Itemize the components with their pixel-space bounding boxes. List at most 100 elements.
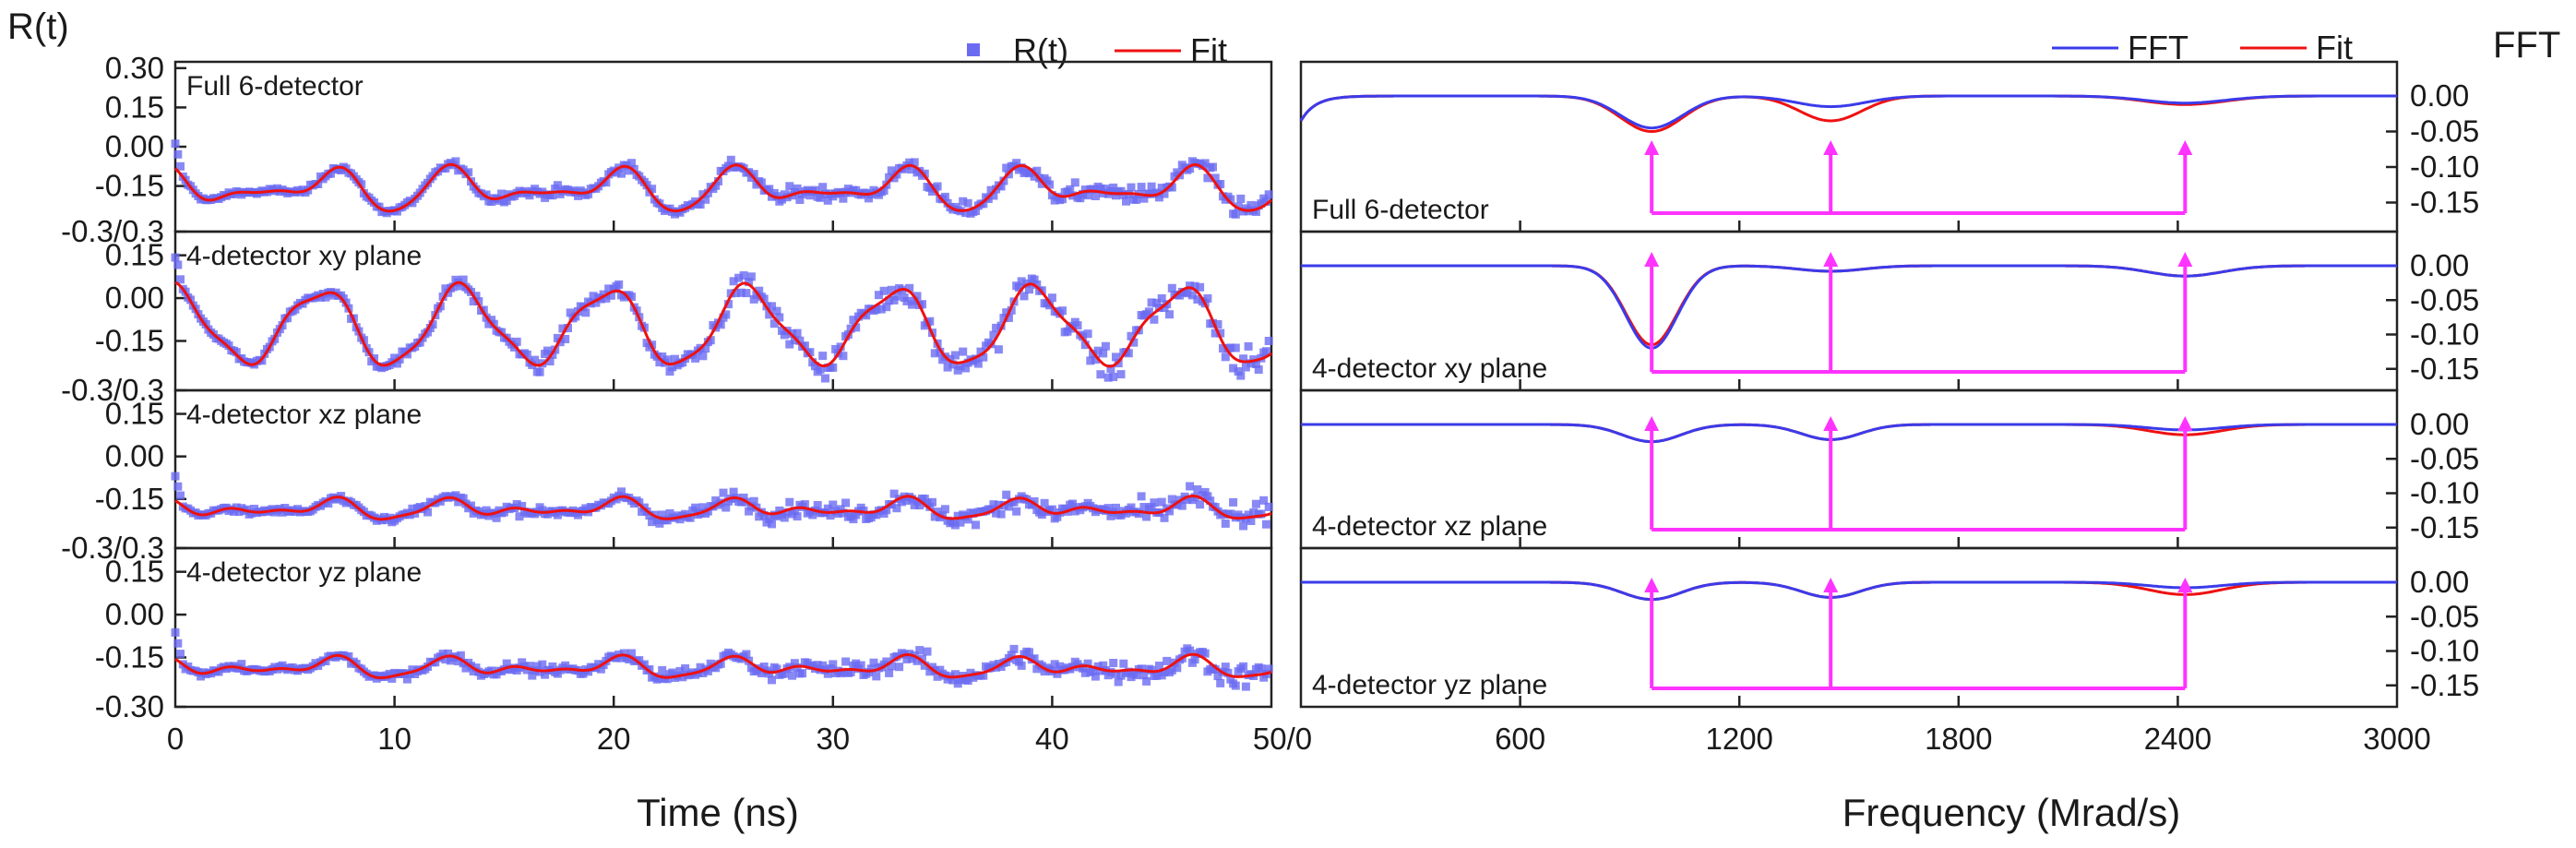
rt-data-point bbox=[749, 294, 758, 304]
y-tick-label: 0.15 bbox=[105, 90, 164, 124]
y-tick-label: -0.15 bbox=[2410, 352, 2479, 386]
rt-data-point bbox=[1047, 191, 1056, 200]
time-x-tick-label: 0 bbox=[167, 722, 184, 756]
rt-data-point bbox=[512, 500, 521, 508]
rt-data-point bbox=[1030, 172, 1039, 181]
rt-data-point bbox=[625, 166, 634, 175]
y-tick-label: 0.00 bbox=[105, 597, 164, 631]
rt-data-point bbox=[841, 498, 851, 508]
rt-data-point bbox=[574, 191, 582, 200]
rt-data-point bbox=[1231, 209, 1240, 219]
rt-data-point bbox=[1167, 183, 1176, 192]
rt-data-point bbox=[1160, 189, 1169, 198]
rt-data-points bbox=[171, 139, 1273, 219]
rt-data-point bbox=[905, 158, 914, 167]
rt-data-point bbox=[902, 654, 912, 663]
y-tick-label: -0.10 bbox=[2410, 634, 2479, 668]
rt-data-point bbox=[885, 296, 894, 305]
rt-data-point bbox=[1144, 189, 1153, 198]
rt-data-point bbox=[1221, 663, 1230, 672]
rt-data-point bbox=[558, 324, 567, 333]
rt-data-point bbox=[785, 182, 794, 191]
rt-data-point bbox=[1101, 341, 1110, 351]
rt-data-point bbox=[992, 323, 1001, 332]
rt-data-point bbox=[614, 280, 624, 289]
rt-data-point bbox=[171, 472, 180, 481]
y-tick-label: 0.15 bbox=[105, 397, 164, 431]
rt-data-point bbox=[1020, 292, 1029, 301]
rt-data-point bbox=[1216, 180, 1225, 188]
rt-data-point bbox=[459, 494, 468, 503]
rt-data-point bbox=[1099, 349, 1108, 358]
rt-data-point bbox=[456, 651, 465, 660]
rt-data-point bbox=[912, 656, 922, 665]
rt-data-point bbox=[1047, 505, 1056, 514]
time-panel-frame bbox=[173, 546, 1273, 709]
rt-data-point bbox=[662, 355, 672, 364]
rt-data-point bbox=[648, 185, 657, 194]
fft-fit-curve bbox=[1299, 94, 2397, 134]
rt-data-point bbox=[1257, 509, 1266, 519]
rt-data-point bbox=[402, 350, 411, 359]
rt-data-point bbox=[782, 508, 792, 517]
rt-data-point bbox=[1053, 512, 1062, 521]
rt-data-point bbox=[515, 512, 524, 521]
rt-data-point bbox=[522, 350, 531, 359]
rt-data-point bbox=[1165, 507, 1174, 516]
rt-data-point bbox=[176, 275, 185, 284]
rt-data-point bbox=[469, 297, 478, 305]
rt-data-point bbox=[816, 193, 825, 202]
y-tick-label: -0.30 bbox=[95, 689, 164, 723]
rt-data-point bbox=[829, 363, 838, 372]
rt-data-point bbox=[278, 508, 287, 517]
rt-data-point bbox=[800, 500, 809, 509]
peak-arrow-head bbox=[1823, 140, 1839, 155]
rt-data-point bbox=[531, 355, 540, 364]
rt-data-point bbox=[739, 493, 748, 502]
peak-arrow-head bbox=[1823, 252, 1839, 267]
rt-data-point bbox=[1134, 509, 1143, 519]
rt-data-point bbox=[780, 669, 789, 678]
rt-data-point bbox=[566, 308, 575, 317]
rt-data-point bbox=[1157, 184, 1166, 193]
rt-data-point bbox=[1025, 285, 1033, 294]
rt-data-point bbox=[724, 300, 733, 309]
rt-data-point bbox=[1109, 183, 1118, 192]
rt-data-point bbox=[388, 674, 397, 683]
rt-data-point bbox=[1229, 364, 1238, 373]
rt-data-point bbox=[1002, 163, 1011, 173]
rt-data-point bbox=[482, 190, 491, 199]
rt-data-point bbox=[963, 676, 972, 686]
rt-data-point bbox=[1053, 669, 1062, 678]
rt-data-point bbox=[678, 673, 687, 682]
rt-data-point bbox=[719, 488, 728, 497]
rt-data-point bbox=[746, 272, 756, 281]
rt-data-point bbox=[606, 291, 615, 300]
rt-data-point bbox=[1096, 666, 1105, 675]
fft-panel-label: 4-detector yz plane bbox=[1312, 670, 1547, 700]
rt-data-point bbox=[502, 197, 511, 205]
time-panel-3: 0.15 0.00 -0.15 -0.3/0.3 4-detector xz plane bbox=[61, 388, 1273, 565]
freq-x-tick-label: 1800 bbox=[1925, 722, 1992, 756]
rt-data-point bbox=[1099, 661, 1108, 670]
rt-data-point bbox=[1103, 504, 1113, 513]
rt-data-point bbox=[1157, 497, 1166, 507]
rt-data-point bbox=[879, 286, 888, 295]
rt-data-point bbox=[1152, 188, 1162, 197]
time-x-tick-label: 50/0 bbox=[1253, 722, 1312, 756]
rt-data-point bbox=[1116, 671, 1126, 680]
rt-data-point bbox=[1083, 329, 1092, 339]
y-tick-label: -0.10 bbox=[2410, 149, 2479, 184]
rt-data-point bbox=[925, 667, 935, 676]
rt-data-point bbox=[959, 197, 968, 206]
rt-data-point bbox=[1203, 173, 1212, 183]
rt-data-point bbox=[1032, 166, 1042, 175]
rt-data-point bbox=[1129, 338, 1139, 347]
rt-data-point bbox=[920, 169, 929, 178]
rt-data-point bbox=[765, 515, 774, 523]
rt-data-point bbox=[617, 487, 626, 496]
rt-data-point bbox=[759, 294, 769, 304]
rt-data-point bbox=[716, 659, 725, 668]
rt-data-point bbox=[612, 168, 621, 177]
y-tick-label: -0.3/0.3 bbox=[61, 531, 164, 565]
